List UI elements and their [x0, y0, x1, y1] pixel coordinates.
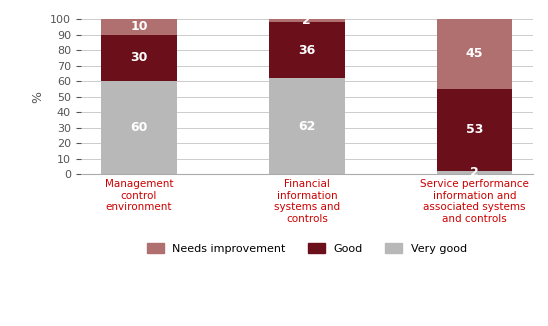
Bar [269, 78, 345, 174]
Text: 53: 53 [466, 123, 483, 136]
Text: 36: 36 [298, 43, 316, 56]
Text: 30: 30 [130, 51, 148, 64]
Bar [101, 81, 177, 174]
Text: 10: 10 [130, 20, 148, 33]
Bar [269, 22, 345, 78]
Text: 45: 45 [466, 47, 483, 60]
Bar [437, 19, 512, 89]
Bar [437, 89, 512, 171]
Text: 2: 2 [302, 14, 311, 27]
Y-axis label: %: % [31, 91, 44, 103]
Bar [269, 19, 345, 22]
Legend: Needs improvement, Good, Very good: Needs improvement, Good, Very good [142, 239, 471, 258]
Bar [101, 19, 177, 35]
Text: 60: 60 [130, 121, 148, 134]
Text: 62: 62 [298, 120, 316, 132]
Text: 2: 2 [470, 166, 479, 179]
Bar [437, 171, 512, 174]
Bar [101, 35, 177, 81]
